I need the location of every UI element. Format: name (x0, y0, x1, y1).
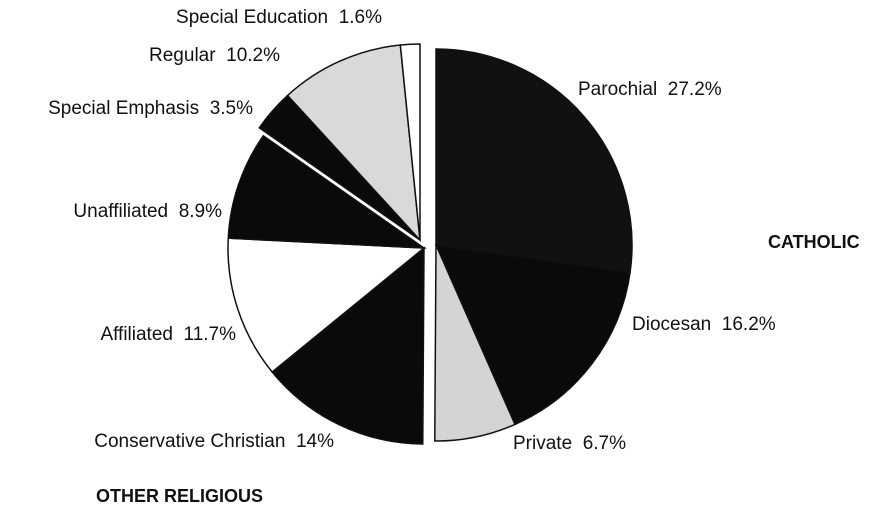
slice-label: Unaffiliated 8.9% (73, 201, 222, 222)
slice-label: Regular 10.2% (149, 45, 280, 66)
slice-label: Special Education 1.6% (176, 7, 382, 28)
value-label: 10.2% (226, 45, 280, 66)
value-label: 6.7% (583, 433, 626, 454)
value-label: 11.7% (184, 324, 237, 345)
pie-slice (286, 44, 421, 243)
slice-label: Special Emphasis 3.5% (48, 98, 253, 119)
slice-label: Affiliated 11.7% (100, 324, 236, 345)
category-label: Conservative Christian (94, 431, 285, 452)
value-label: 27.2% (668, 79, 722, 100)
pie-slice (271, 246, 425, 445)
slice-label: Parochial 27.2% (578, 79, 722, 100)
pie-slice (434, 244, 516, 442)
slice-label: Diocesan 16.2% (632, 314, 776, 335)
value-label: 8.9% (179, 201, 222, 222)
pie-slice (399, 43, 421, 241)
value-label: 3.5% (210, 98, 253, 119)
category-label: Diocesan (632, 314, 711, 335)
group-label: OTHER RELIGIOUS (96, 486, 263, 506)
category-label: Regular (149, 45, 216, 66)
category-label: Special Education (176, 7, 328, 28)
category-label: Affiliated (100, 324, 173, 345)
group-label: CATHOLIC (768, 232, 860, 252)
category-label: Unaffiliated (73, 201, 168, 222)
category-label: Private (513, 433, 572, 454)
slice-label: Private 6.7% (513, 433, 626, 454)
pie-slice (227, 134, 427, 249)
category-label: Parochial (578, 79, 657, 100)
value-label: 1.6% (339, 7, 382, 28)
pie-slice (227, 237, 426, 374)
value-label: 14% (296, 431, 334, 452)
slice-label: Conservative Christian 14% (94, 431, 334, 452)
value-label: 16.2% (722, 314, 776, 335)
category-label: Special Emphasis (48, 98, 199, 119)
pie-slice (435, 48, 633, 273)
pie-slice (434, 244, 631, 426)
